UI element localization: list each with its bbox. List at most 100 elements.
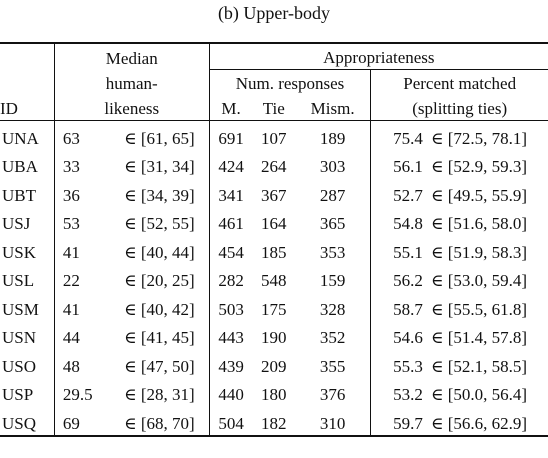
cell-median: 33 (53, 149, 93, 178)
cell-id: USQ (0, 406, 55, 437)
cell-m: 504 (208, 406, 253, 437)
cell-id: USP (2, 385, 34, 404)
table-row: USM 41 ∈ [40, 42] 503 175 328 58.7 ∈ [55.5, 61.… (0, 292, 548, 321)
cell-median: 53 (53, 206, 93, 235)
cell-pct: 53.2 (370, 377, 427, 406)
cell-pct-ci: ∈ [51.9, 58.3] (430, 242, 528, 262)
cell-median-ci: ∈ [61, 65] (92, 120, 210, 150)
cell-mism: 328 (319, 299, 346, 319)
cell-tie: 185 (261, 242, 287, 262)
cell-pct: 52.7 (370, 178, 427, 207)
cell-id: USM (2, 299, 39, 319)
cell-id: USO (2, 356, 37, 376)
cell-id: UBA (2, 157, 38, 176)
cell-pct: 59.7 (370, 406, 427, 437)
cell-tie: 175 (261, 299, 287, 319)
cell-tie: 209 (261, 356, 287, 376)
cell-m: 461 (208, 206, 253, 235)
table-row: UBA 33 ∈ [31, 34] 424 264 303 56.1 ∈ [52.9, 59.… (0, 149, 548, 178)
cell-median: 29.5 (53, 377, 93, 406)
cell-median-ci: ∈ [52, 55] (124, 214, 195, 233)
cell-id: USJ (2, 214, 31, 233)
cell-pct-ci: ∈ [50.0, 56.4] (430, 385, 528, 404)
cell-pct-ci: ∈ [72.5, 78.1] (426, 120, 548, 150)
cell-tie: 548 (261, 271, 287, 290)
cell-mism: 353 (319, 242, 346, 262)
cell-median-ci: ∈ [20, 25] (124, 271, 195, 290)
cell-pct-ci: ∈ [52.9, 59.3] (430, 157, 528, 176)
cell-tie: 182 (252, 406, 295, 437)
cell-tie: 107 (252, 120, 295, 150)
cell-pct-ci: ∈ [49.5, 55.9] (430, 185, 528, 205)
cell-mism: 287 (319, 185, 346, 205)
header-appropriateness: Appropriateness (208, 42, 548, 70)
cell-mism: 189 (294, 120, 371, 150)
cell-median: 44 (53, 320, 93, 349)
cell-median: 63 (53, 120, 93, 150)
cell-mism: 352 (319, 328, 346, 347)
cell-id: USK (2, 242, 37, 262)
cell-pct: 54.6 (370, 320, 427, 349)
cell-median: 48 (53, 349, 93, 378)
cell-mism: 365 (319, 214, 346, 233)
cell-median: 41 (53, 235, 93, 264)
cell-id: USL (2, 271, 35, 290)
table-row: USJ 53 ∈ [52, 55] 461 164 365 54.8 ∈ [51.6, 58.… (0, 206, 548, 235)
cell-median-ci: ∈ [34, 39] (124, 185, 195, 205)
cell-pct-ci: ∈ [53.0, 59.4] (430, 271, 528, 290)
table-row: UNA 63 ∈ [61, 65] 691 107 189 75.4 ∈ [72.5, 78.… (0, 120, 548, 150)
cell-pct: 75.4 (370, 120, 427, 150)
table-body: UNA 63 ∈ [61, 65] 691 107 189 75.4 ∈ [72.5, 78.… (0, 120, 548, 437)
cell-m: 424 (208, 149, 253, 178)
cell-tie: 190 (261, 328, 287, 347)
cell-pct-ci: ∈ [52.1, 58.5] (430, 356, 528, 376)
header-m: M. (208, 95, 253, 121)
table-row: USO 48 ∈ [47, 50] 439 209 355 55.3 ∈ [52.1, 58.… (0, 349, 548, 378)
cell-id: USN (2, 328, 37, 347)
cell-median-ci: ∈ [28, 31] (124, 385, 195, 404)
cell-median-ci: ∈ [40, 42] (124, 299, 195, 319)
cell-pct-ci: ∈ [51.6, 58.0] (430, 214, 528, 233)
header-mism: Mism. (310, 99, 355, 118)
cell-median-ci: ∈ [47, 50] (124, 356, 195, 376)
cell-median: 41 (53, 292, 93, 321)
cell-pct: 56.2 (370, 263, 427, 292)
cell-tie: 367 (261, 185, 287, 205)
cell-mism: 355 (319, 356, 346, 376)
cell-median: 22 (53, 263, 93, 292)
cell-m: 503 (208, 292, 253, 321)
cell-median: 69 (53, 406, 93, 437)
cell-mism: 159 (319, 271, 346, 290)
cell-median-ci: ∈ [41, 45] (124, 328, 195, 347)
cell-m: 454 (208, 235, 253, 264)
table-row: USP 29.5 ∈ [28, 31] 440 180 376 53.2 ∈ [50.0, 5… (0, 377, 548, 406)
table-header: Median Appropriateness human- Num. respo… (0, 42, 548, 121)
cell-pct-ci: ∈ [55.5, 61.8] (430, 299, 528, 319)
cell-pct-ci: ∈ [56.6, 62.9] (426, 406, 548, 437)
cell-median: 36 (53, 178, 93, 207)
table-row: USK 41 ∈ [40, 44] 454 185 353 55.1 ∈ [51.9, 58.… (0, 235, 548, 264)
header-median-line2: human- (53, 69, 210, 95)
cell-id: UBT (2, 185, 36, 205)
cell-pct-ci: ∈ [51.4, 57.8] (430, 328, 528, 347)
header-percent-matched: Percent matched (370, 69, 548, 95)
cell-median-ci: ∈ [68, 70] (92, 406, 210, 437)
table-caption: (b) Upper-body (217, 3, 331, 23)
cell-pct: 54.8 (370, 206, 427, 235)
header-id: ID (0, 99, 18, 118)
cell-id: UNA (0, 120, 55, 150)
cell-pct: 56.1 (370, 149, 427, 178)
table-row: USQ 69 ∈ [68, 70] 504 182 310 59.7 ∈ [56.6, 62.… (0, 406, 548, 437)
cell-tie: 180 (261, 385, 287, 404)
header-splitting-ties: (splitting ties) (370, 95, 548, 121)
cell-mism: 376 (319, 385, 346, 404)
header-tie: Tie (262, 99, 285, 118)
cell-mism: 310 (294, 406, 371, 437)
table-row: USN 44 ∈ [41, 45] 443 190 352 54.6 ∈ [51.4, 57.… (0, 320, 548, 349)
table-row: USL 22 ∈ [20, 25] 282 548 159 56.2 ∈ [53.0, 59.… (0, 263, 548, 292)
header-median-line1: Median (53, 42, 210, 70)
cell-m: 341 (208, 178, 253, 207)
cell-m: 440 (208, 377, 253, 406)
cell-median-ci: ∈ [31, 34] (124, 157, 195, 176)
header-median-line3: likeness (53, 95, 210, 121)
